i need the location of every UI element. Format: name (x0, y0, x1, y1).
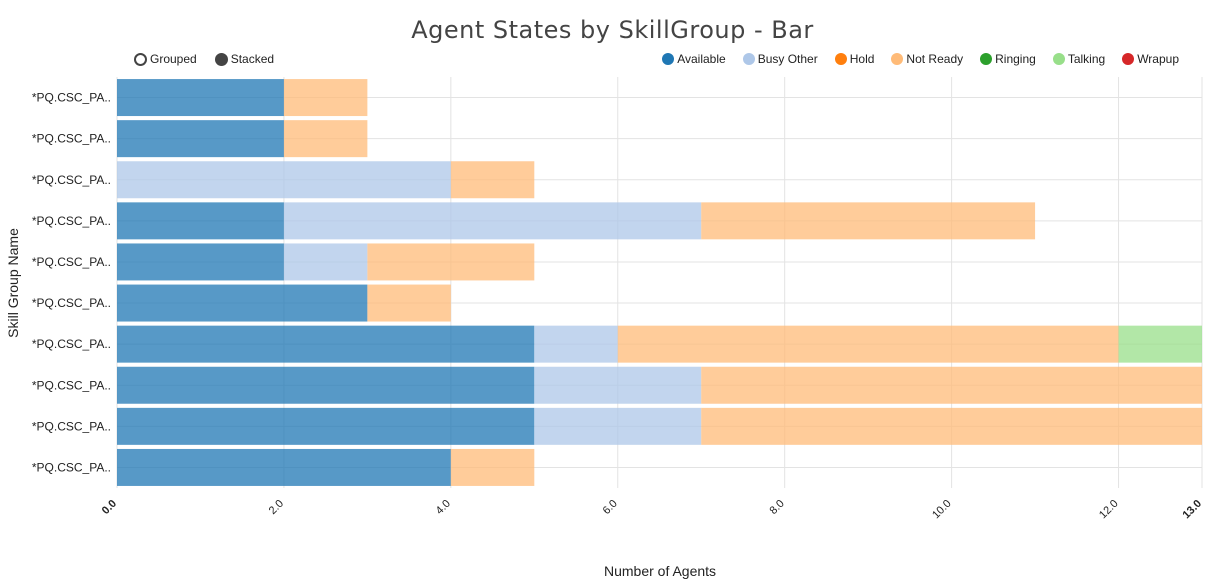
y-tick-label: *PQ.CSC_PA.. (32, 378, 111, 392)
chart-legend: Available Busy Other Hold Not Ready Ringing T… (662, 52, 1179, 66)
bar-segment[interactable]: Available: 5 (117, 325, 535, 363)
bar-segment[interactable]: Not Ready: 1 (283, 79, 368, 117)
bar-segment[interactable]: Not Ready: 6 (701, 366, 1202, 404)
bar-segment[interactable]: Busy Other: 4 (117, 161, 451, 199)
bar-segment[interactable]: Available: 2 (117, 243, 284, 281)
y-tick-label: *PQ.CSC_PA.. (32, 173, 111, 187)
legend-label: Available (677, 52, 726, 66)
grouped-radio-icon (134, 52, 147, 66)
bar-segment[interactable]: Not Ready: 6 (617, 325, 1119, 363)
legend-dot-icon (1122, 53, 1135, 65)
legend-label: Ringing (995, 52, 1036, 66)
legend-dot-icon (980, 53, 993, 65)
bar-segment[interactable]: Available: 5 (117, 407, 535, 445)
x-tick-label: 2.0 (267, 498, 286, 517)
legend-dot-icon (662, 53, 675, 65)
bar-segment[interactable]: Busy Other: 5 (283, 202, 702, 240)
legend-label: Hold (849, 52, 875, 66)
legend-item[interactable]: Ringing (980, 52, 1036, 66)
bar-segment[interactable]: Talking: 1 (1118, 325, 1202, 363)
bar-segment[interactable]: Available: 2 (117, 79, 284, 117)
bar-segment[interactable]: Busy Other: 2 (534, 366, 702, 404)
x-tick-label: 8.0 (768, 498, 787, 517)
bar-segment[interactable]: Not Ready: 1 (450, 448, 535, 486)
bar-segment[interactable]: Not Ready: 4 (701, 202, 1036, 240)
bar-segment[interactable]: Busy Other: 1 (283, 243, 368, 281)
legend-dot-icon (1052, 53, 1065, 65)
x-tick-label: 4.0 (434, 498, 453, 517)
x-tick-label: 10.0 (930, 498, 954, 522)
legend-dot-icon (834, 53, 847, 65)
y-tick-label: *PQ.CSC_PA.. (32, 91, 111, 105)
y-tick-label: *PQ.CSC_PA.. (32, 296, 111, 310)
bar-segment[interactable]: Available: 4 (117, 448, 451, 486)
bar-segment[interactable]: Not Ready: 1 (367, 284, 451, 322)
legend-item[interactable]: Talking (1052, 52, 1106, 66)
bar-segment[interactable]: Not Ready: 6 (701, 407, 1202, 445)
bar-segment[interactable]: Not Ready: 1 (283, 120, 368, 158)
x-tick-label: 13.0 (1180, 498, 1204, 522)
bar-segment[interactable]: Available: 5 (117, 366, 535, 404)
bar-segment[interactable]: Not Ready: 2 (367, 243, 535, 281)
grouped-toggle[interactable]: Grouped (134, 52, 197, 66)
x-tick-label: 12.0 (1097, 498, 1121, 522)
legend-label: Talking (1067, 52, 1106, 66)
legend-label: Not Ready (906, 52, 964, 66)
y-tick-label: *PQ.CSC_PA.. (32, 460, 111, 474)
bar-segment[interactable]: Not Ready: 1 (450, 161, 535, 199)
y-tick-label: *PQ.CSC_PA.. (32, 419, 111, 433)
legend-label: Busy Other (757, 52, 818, 66)
legend-item[interactable]: Wrapup (1122, 52, 1179, 66)
legend-item[interactable]: Hold (834, 52, 875, 66)
chart-title: Agent States by SkillGroup - Bar (411, 16, 814, 44)
chart-mode-controls: Grouped Stacked (134, 52, 274, 66)
bar-segment[interactable]: Busy Other: 1 (534, 325, 618, 363)
x-axis-title: Number of Agents (603, 563, 717, 579)
legend-label: Wrapup (1137, 52, 1179, 66)
legend-item[interactable]: Not Ready (891, 52, 963, 66)
legend-item[interactable]: Busy Other (742, 52, 818, 66)
bar-segment[interactable]: Available: 3 (117, 284, 368, 322)
y-tick-label: *PQ.CSC_PA.. (32, 132, 111, 146)
y-axis-title: Skill Group Name (5, 228, 21, 338)
bar-segment[interactable]: Available: 2 (117, 120, 284, 158)
x-tick-label: 6.0 (601, 498, 620, 517)
x-tick-label: 0.0 (100, 498, 119, 517)
stacked-label: Stacked (230, 52, 275, 66)
legend-dot-icon (891, 53, 904, 65)
y-tick-label: *PQ.CSC_PA.. (32, 214, 111, 228)
grouped-label: Grouped (150, 52, 197, 66)
bar-segment[interactable]: Available: 2 (117, 202, 284, 240)
bar-segment[interactable]: Busy Other: 2 (534, 407, 702, 445)
stacked-radio-icon (214, 52, 228, 66)
y-tick-label: *PQ.CSC_PA.. (32, 337, 111, 351)
legend-item[interactable]: Available (662, 52, 726, 66)
stacked-toggle[interactable]: Stacked (214, 52, 275, 66)
legend-dot-icon (742, 53, 755, 65)
y-tick-label: *PQ.CSC_PA.. (32, 255, 111, 269)
